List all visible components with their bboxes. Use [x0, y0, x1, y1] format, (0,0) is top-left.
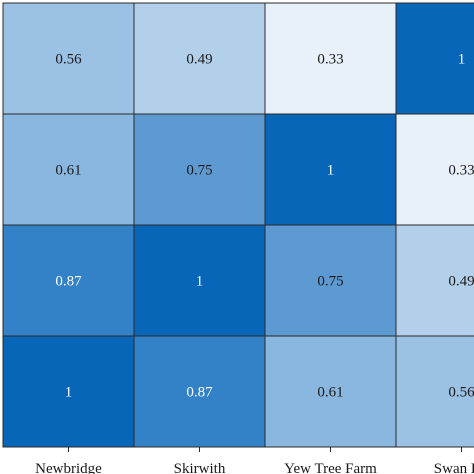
heatmap-cell-r3-c0: [2, 335, 135, 448]
heatmap-cell-r0-c1: [133, 2, 266, 115]
heatmap-cell-r1-c0: [2, 113, 135, 226]
heatmap-cell-r1-c2: [264, 113, 397, 226]
heatmap-cell-r3-c1: [133, 335, 266, 448]
x-tick-label: Yew Tree Farm: [284, 461, 377, 474]
cell-value-label: 0.75: [317, 274, 343, 290]
heatmap-cell-r2-c1: [133, 224, 266, 337]
cell-value-label: 0.33: [317, 52, 343, 68]
heatmap-cell-r2-c3: [395, 224, 474, 337]
cell-value-label: 0.61: [55, 163, 81, 179]
cell-value-label: 1: [327, 163, 335, 179]
cell-value-label: 0.49: [448, 274, 474, 290]
cell-value-label: 0.87: [55, 274, 82, 290]
heatmap-cell-r1-c1: [133, 113, 266, 226]
cell-value-label: 0.87: [186, 385, 213, 401]
cell-value-label: 0.56: [448, 385, 474, 401]
cell-value-label: 1: [196, 274, 204, 290]
heatmap-cell-r2-c0: [2, 224, 135, 337]
cell-value-label: 0.33: [448, 163, 474, 179]
cell-value-label: 0.49: [186, 52, 212, 68]
heatmap-cell-r0-c0: [2, 2, 135, 115]
heatmap-cell-r0-c3: [395, 2, 474, 115]
x-tick-label: Skirwith: [174, 461, 226, 474]
heatmap-cell-r0-c2: [264, 2, 397, 115]
heatmap-cell-r3-c3: [395, 335, 474, 448]
heatmap-cell-r1-c3: [395, 113, 474, 226]
heatmap-cells: [2, 2, 474, 448]
cell-value-label: 0.56: [55, 52, 82, 68]
cell-value-label: 0.61: [317, 385, 343, 401]
heatmap-cell-r3-c2: [264, 335, 397, 448]
x-tick-label: Newbridge: [35, 461, 102, 474]
cell-value-label: 0.75: [186, 163, 212, 179]
heatmap-value-labels: 0.56 0.49 0.33 1 0.61 0.75 1 0.33 0.87 1 0.75 0.49 1…: [55, 52, 474, 401]
x-tick-label: Swan Ho: [434, 461, 474, 474]
x-axis: Newbridge Skirwith Yew Tree Farm Swan Ho: [35, 447, 474, 474]
cell-value-label: 1: [458, 52, 466, 68]
cell-value-label: 1: [65, 385, 73, 401]
